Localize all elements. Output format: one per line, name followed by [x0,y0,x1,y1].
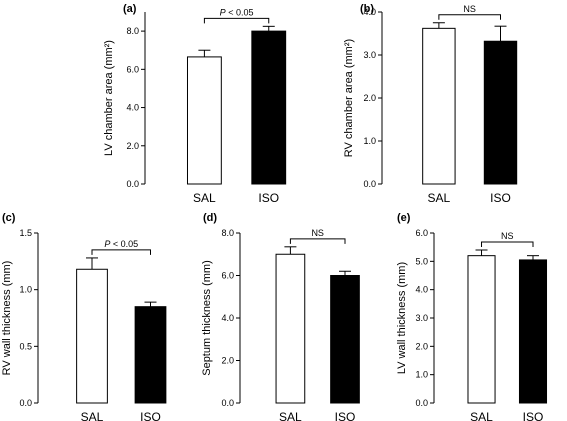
panel-label: (c) [2,212,16,224]
panel-label: (d) [203,212,217,224]
y-tick-label: 2.0 [363,93,376,103]
y-tick-label: 4.0 [363,7,376,17]
y-tick-label: 3.0 [363,50,376,60]
bar-iso [330,275,360,404]
bar-sal [186,56,222,185]
significance-bracket [481,241,534,247]
y-tick-label: 1.0 [363,136,376,146]
bar-iso [518,259,548,404]
significance-label: NS [463,4,476,14]
y-tick-label: 6.0 [126,64,139,74]
chart-panel-1: (b) 0.0 1.0 2.0 3.0 4.0 RV chamber area (mm²) S… [343,3,518,205]
panel-label: (b) [360,3,374,15]
bar-sal [467,255,496,404]
significance-bracket [438,14,501,20]
y-tick-label: 0.0 [363,179,376,189]
y-tick-label: 2.0 [415,341,428,351]
category-label: ISO [523,410,544,421]
category-label: SAL [428,191,451,205]
category-label: ISO [140,410,161,421]
significance-label: P < 0.05 [220,7,254,17]
y-tick-label: 1.5 [19,228,32,238]
y-tick-label: 4.0 [126,103,139,113]
y-tick-label: 3.0 [415,313,428,323]
bar-sal [275,253,306,404]
category-label: SAL [470,410,493,421]
bar-iso [483,40,518,185]
significance-label: NS [501,231,514,241]
y-tick-label: 6.0 [415,228,428,238]
y-tick-label: 4.0 [221,313,234,323]
y-tick-label: 5.0 [415,256,428,266]
y-tick-label: 0.0 [126,179,139,189]
y-tick-label: 8.0 [126,26,139,36]
y-axis-label: Septum thickness (mm) [201,260,213,376]
bar-sal [422,27,456,185]
y-tick-label: 0.0 [19,398,32,408]
significance-bracket [91,249,151,255]
y-tick-label: 4.0 [415,285,428,295]
significance-label: NS [311,228,324,238]
chart-panel-0: (a) 0.0 2.0 4.0 6.0 8.0 LV chamber area (mm²) S… [103,3,287,205]
panel-label: (a) [123,3,137,15]
chart-panel-3: (d) 0.0 2.0 4.0 6.0 8.0 Septum thickness (mm) S… [201,212,360,421]
category-label: ISO [490,191,511,205]
y-axis-label: RV wall thickness (mm) [1,261,13,376]
y-axis-label: RV chamber area (mm²) [343,39,355,157]
chart-panel-4: (e) 0.0 1.0 2.0 3.0 4.0 5.0 6.0 LV wall thicknes… [396,212,548,421]
bar-sal [76,268,108,404]
y-tick-label: 0.0 [415,398,428,408]
y-tick-label: 6.0 [221,271,234,281]
y-tick-label: 1.0 [415,370,428,380]
bar-iso [134,306,167,404]
bar-iso [251,30,287,185]
category-label: SAL [81,410,104,421]
y-tick-label: 2.0 [126,141,139,151]
category-label: ISO [258,191,279,205]
category-label: ISO [335,410,356,421]
y-axis-label: LV chamber area (mm²) [103,40,115,156]
y-tick-label: 0.0 [221,398,234,408]
category-label: SAL [279,410,302,421]
chart-panel-2: (c) 0.0 0.5 1.0 1.5 RV wall thickness (mm) SAL… [1,212,167,421]
y-tick-label: 1.0 [19,285,32,295]
significance-bracket [203,17,270,24]
y-axis-label: LV wall thickness (mm) [396,262,408,374]
panel-label: (e) [397,212,411,224]
significance-bracket [289,238,346,244]
y-tick-label: 2.0 [221,356,234,366]
y-tick-label: 0.5 [19,341,32,351]
significance-label: P < 0.05 [104,239,138,249]
category-label: SAL [193,191,216,205]
y-tick-label: 8.0 [221,228,234,238]
